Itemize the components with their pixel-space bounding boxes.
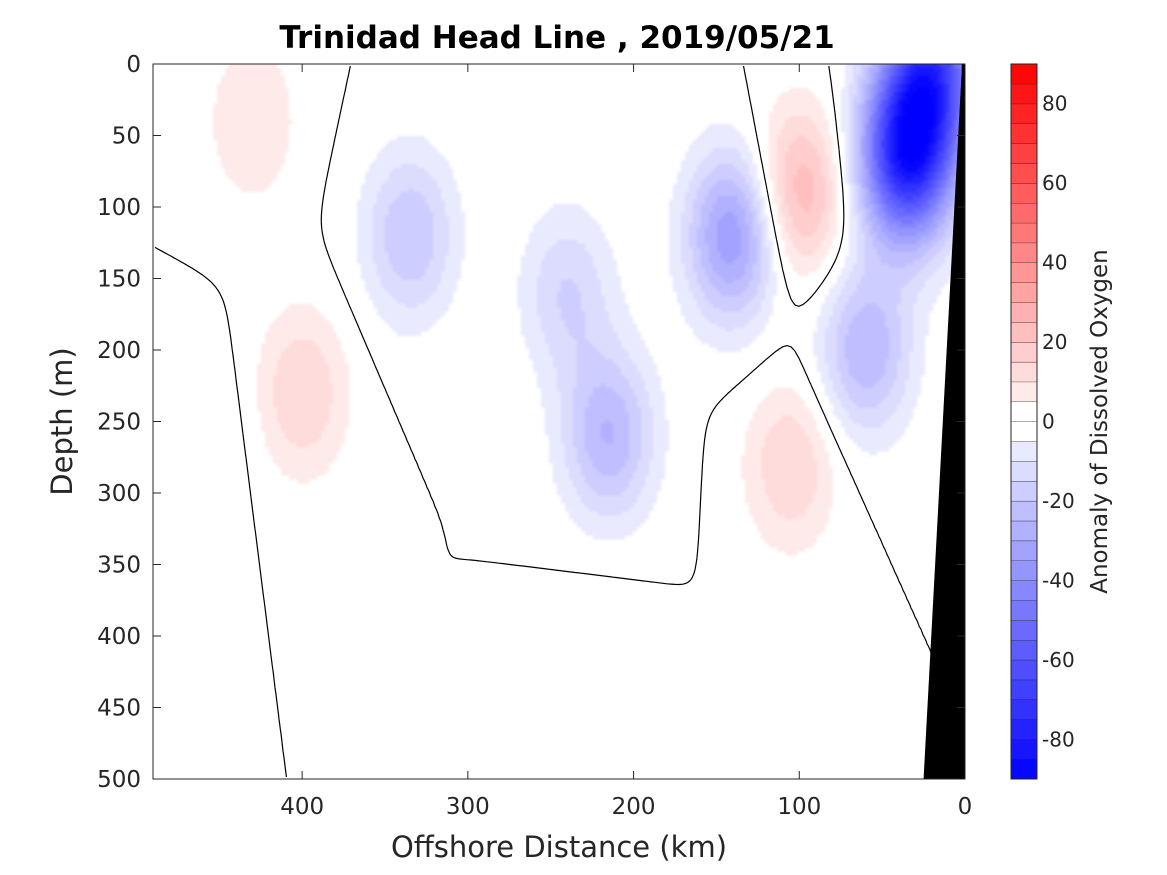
y-tick-label: 150 bbox=[97, 267, 141, 293]
colorbar-band bbox=[1011, 441, 1037, 462]
colorbar-band bbox=[1011, 361, 1037, 382]
colorbar-band bbox=[1011, 481, 1037, 501]
colorbar-band bbox=[1011, 739, 1037, 760]
colorbar-tick-label: 20 bbox=[1042, 330, 1067, 354]
colorbar-band bbox=[1011, 679, 1037, 700]
y-axis-label: Depth (m) bbox=[45, 347, 79, 495]
colorbar-band bbox=[1011, 183, 1037, 204]
colorbar-band bbox=[1011, 342, 1037, 362]
colorbar-tick-label: -60 bbox=[1042, 648, 1075, 672]
colorbar-label: Anomaly of Dissolved Oxygen bbox=[1087, 249, 1113, 594]
anomaly-field bbox=[153, 64, 965, 779]
colorbar-band bbox=[1011, 83, 1037, 104]
colorbar-band bbox=[1011, 540, 1037, 561]
y-tick-label: 200 bbox=[97, 338, 141, 364]
plot-area bbox=[153, 64, 965, 779]
colorbar-band bbox=[1011, 302, 1037, 323]
zero-contour-line bbox=[154, 65, 964, 778]
colorbar-band bbox=[1011, 401, 1037, 422]
colorbar-band bbox=[1011, 163, 1037, 184]
colorbar-band bbox=[1011, 123, 1037, 144]
colorbar-band bbox=[1011, 461, 1037, 482]
colorbar-band bbox=[1011, 262, 1037, 283]
y-tick-label: 0 bbox=[126, 52, 141, 78]
x-tick-label: 0 bbox=[958, 794, 973, 820]
colorbar-tick-label: 80 bbox=[1042, 92, 1067, 116]
colorbar-band bbox=[1011, 282, 1037, 303]
colorbar-tick-label: -40 bbox=[1042, 568, 1075, 592]
colorbar-band bbox=[1011, 222, 1037, 243]
bathymetry-mask bbox=[923, 64, 965, 779]
colorbar-band bbox=[1011, 560, 1037, 581]
y-tick-label: 300 bbox=[97, 481, 141, 507]
colorbar: 80 60 40 20 0 -20 -40 -60 -80 bbox=[1010, 63, 1075, 780]
colorbar-tick-label: 40 bbox=[1042, 251, 1067, 275]
zero-contours bbox=[154, 65, 964, 778]
colorbar-tick-label: 0 bbox=[1042, 410, 1055, 434]
colorbar-tick-label: -80 bbox=[1042, 727, 1075, 751]
x-tick-label: 200 bbox=[612, 794, 656, 820]
colorbar-band bbox=[1011, 143, 1037, 164]
y-tick-label: 450 bbox=[97, 696, 141, 722]
colorbar-band bbox=[1011, 699, 1037, 720]
colorbar-band bbox=[1011, 719, 1037, 740]
y-tick-label: 400 bbox=[97, 624, 141, 650]
colorbar-band bbox=[1011, 659, 1037, 680]
y-axis: 0 50 100 150 200 250 300 350 400 450 500 bbox=[97, 52, 965, 793]
x-axis: 400 300 200 100 0 bbox=[280, 64, 972, 820]
chart-title: Trinidad Head Line , 2019/05/21 bbox=[279, 20, 834, 56]
y-tick-label: 500 bbox=[97, 767, 141, 793]
colorbar-band bbox=[1011, 64, 1037, 84]
colorbar-tick-label: -20 bbox=[1042, 489, 1075, 513]
colorbar-band bbox=[1011, 500, 1037, 521]
colorbar-band bbox=[1011, 759, 1037, 779]
colorbar-band bbox=[1011, 639, 1037, 660]
colorbar-band bbox=[1011, 103, 1037, 124]
x-tick-label: 300 bbox=[446, 794, 490, 820]
colorbar-band bbox=[1011, 520, 1037, 541]
colorbar-band bbox=[1011, 381, 1037, 402]
x-axis-label: Offshore Distance (km) bbox=[391, 830, 727, 864]
y-tick-label: 100 bbox=[97, 195, 141, 221]
y-tick-label: 50 bbox=[112, 124, 141, 150]
colorbar-band bbox=[1011, 322, 1037, 343]
y-tick-label: 350 bbox=[97, 553, 141, 579]
y-tick-label: 250 bbox=[97, 410, 141, 436]
x-tick-label: 100 bbox=[777, 794, 821, 820]
colorbar-band bbox=[1011, 242, 1037, 263]
colorbar-band bbox=[1011, 203, 1037, 223]
x-tick-label: 400 bbox=[280, 794, 324, 820]
colorbar-band bbox=[1011, 620, 1037, 640]
colorbar-band bbox=[1011, 580, 1037, 601]
colorbar-band bbox=[1011, 600, 1037, 621]
colorbar-band bbox=[1011, 421, 1037, 442]
colorbar-frame bbox=[1010, 63, 1038, 780]
colorbar-tick-label: 60 bbox=[1042, 171, 1067, 195]
